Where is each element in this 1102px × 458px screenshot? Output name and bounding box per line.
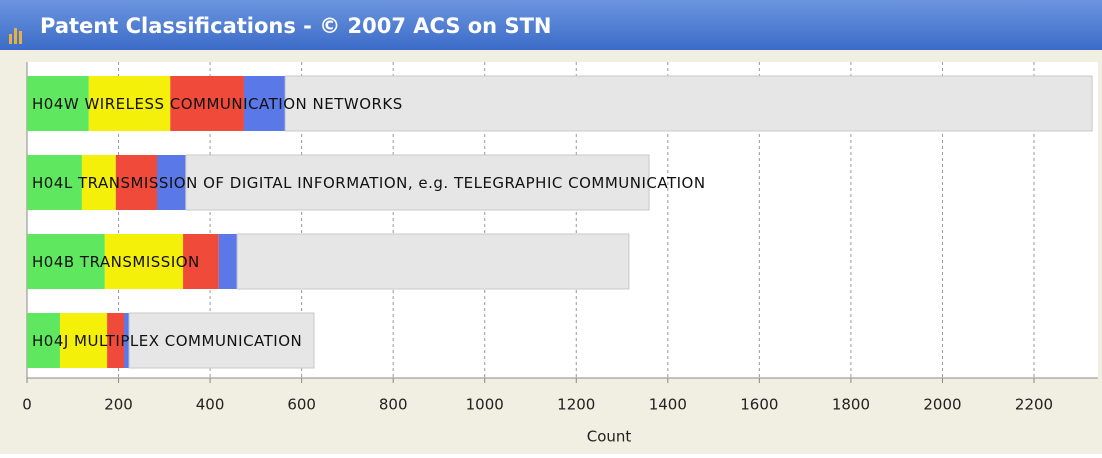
- title-icon: [9, 28, 22, 44]
- x-tick-label: 2200: [1015, 396, 1053, 414]
- x-tick-label: 600: [287, 396, 316, 414]
- bar-segment: [128, 312, 315, 369]
- x-tick-label: 2000: [923, 396, 961, 414]
- bar-segment: [243, 76, 286, 131]
- x-tick-label: 400: [196, 396, 225, 414]
- x-tick-label: 800: [379, 396, 408, 414]
- bar-segment: [88, 76, 171, 131]
- bar-segment: [170, 76, 244, 131]
- x-tick-label: 1600: [740, 396, 778, 414]
- bar-segment: [27, 155, 82, 210]
- bar-segment: [236, 233, 630, 290]
- x-tick-label: 1200: [557, 396, 595, 414]
- category-label: H04J MULTIPLEX COMMUNICATION: [32, 332, 302, 350]
- x-tick-label: 0: [22, 396, 32, 414]
- chart-title: Patent Classifications - © 2007 ACS on S…: [40, 14, 551, 38]
- bar-segment: [81, 155, 116, 210]
- bar-segment: [107, 313, 125, 368]
- bar-segment: [27, 234, 105, 289]
- bar-segment: [185, 154, 650, 211]
- x-tick-label: 1000: [466, 396, 504, 414]
- category-label: H04B TRANSMISSION: [32, 253, 200, 271]
- bar-segment: [27, 313, 60, 368]
- bar-segment: [59, 313, 108, 368]
- bar-segment: [218, 234, 238, 289]
- bar-segment: [104, 234, 184, 289]
- category-label: H04L TRANSMISSION OF DIGITAL INFORMATION…: [32, 174, 706, 192]
- x-tick-label: 1400: [649, 396, 687, 414]
- bar-segment: [284, 75, 1093, 132]
- bar-segment: [124, 313, 130, 368]
- x-tick-label: 1800: [832, 396, 870, 414]
- title-bar: [0, 0, 1102, 50]
- category-label: H04W WIRELESS COMMUNICATION NETWORKS: [32, 95, 403, 113]
- bar-segment: [183, 234, 219, 289]
- bar-segment: [115, 155, 157, 210]
- bar-segment: [27, 76, 89, 131]
- x-tick-label: 200: [104, 396, 133, 414]
- bar-segment: [156, 155, 186, 210]
- x-axis-label: Count: [587, 428, 632, 446]
